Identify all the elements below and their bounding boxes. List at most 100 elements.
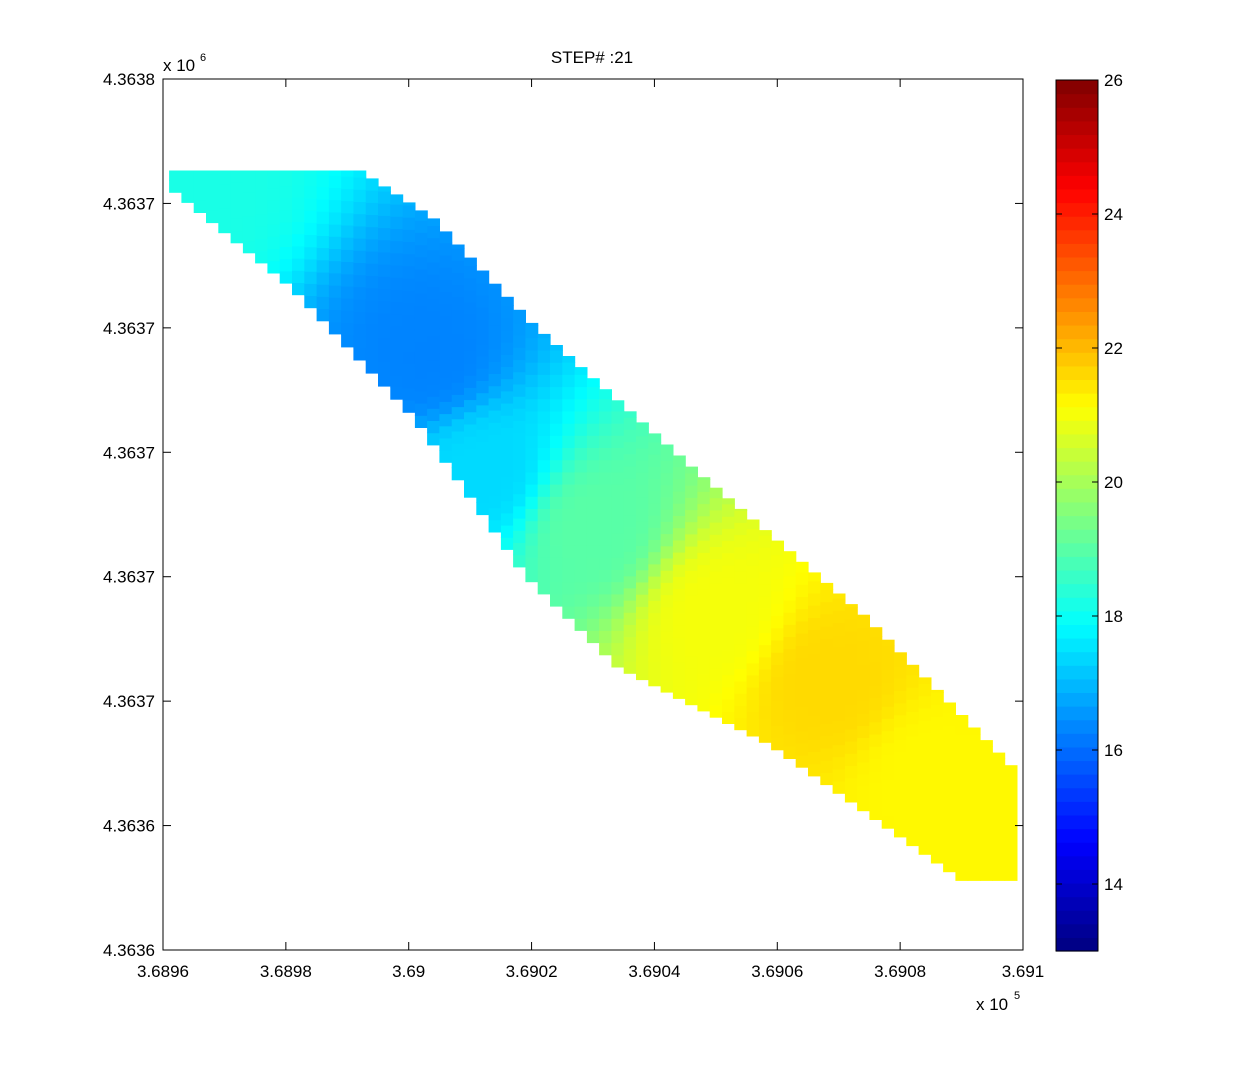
colorbar-tick-label: 22 bbox=[1104, 339, 1123, 358]
heatmap-cell bbox=[230, 181, 244, 195]
x-tick-label: 3.6906 bbox=[751, 962, 803, 981]
heatmap-cell bbox=[488, 507, 502, 521]
heatmap-cell bbox=[783, 563, 797, 577]
heatmap-cell bbox=[414, 317, 428, 331]
heatmap-cell bbox=[574, 545, 588, 558]
heatmap-cell bbox=[476, 429, 490, 442]
heatmap-cell bbox=[795, 754, 809, 768]
colorbar-swatch bbox=[1056, 311, 1098, 326]
heatmap-cell bbox=[709, 656, 723, 669]
heatmap-cell bbox=[783, 624, 797, 637]
heatmap-cell bbox=[586, 557, 600, 570]
heatmap-cell bbox=[316, 211, 330, 224]
heatmap-cell bbox=[353, 201, 367, 215]
heatmap-cell bbox=[832, 744, 846, 758]
heatmap-cell bbox=[758, 681, 772, 694]
heatmap-cell bbox=[930, 789, 944, 803]
heatmap-cell bbox=[980, 843, 993, 857]
colorbar-swatch bbox=[1056, 433, 1098, 449]
heatmap-cell bbox=[341, 188, 354, 202]
heatmap-cell bbox=[488, 458, 502, 472]
heatmap-cell bbox=[758, 693, 772, 707]
heatmap-cell bbox=[623, 563, 637, 577]
heatmap-cell bbox=[537, 410, 551, 424]
heatmap-cell bbox=[586, 545, 600, 558]
heatmap-cell bbox=[722, 613, 735, 627]
heatmap-cell bbox=[697, 479, 711, 492]
x-tick-label: 3.691 bbox=[1002, 962, 1045, 981]
heatmap-cell bbox=[906, 687, 920, 700]
heatmap-cell bbox=[795, 730, 809, 744]
heatmap-cell bbox=[365, 324, 379, 337]
heatmap-cell bbox=[857, 664, 870, 678]
heatmap-cell bbox=[758, 571, 772, 585]
heatmap-cell bbox=[427, 322, 440, 336]
heatmap-cell bbox=[451, 244, 465, 249]
heatmap-cell bbox=[550, 484, 563, 497]
heatmap-cell bbox=[537, 435, 551, 448]
heatmap-cell bbox=[697, 674, 711, 687]
heatmap-cell bbox=[365, 287, 379, 301]
heatmap-cell bbox=[451, 418, 465, 432]
heatmap-cell bbox=[857, 725, 870, 739]
heatmap-cell bbox=[906, 711, 920, 725]
heatmap-cell bbox=[341, 200, 354, 214]
heatmap-cell bbox=[881, 693, 895, 707]
heatmap-cell bbox=[439, 231, 453, 244]
heatmap-cell bbox=[378, 203, 391, 216]
heatmap-cell bbox=[660, 521, 674, 535]
heatmap-cell bbox=[464, 375, 477, 388]
heatmap-cell bbox=[648, 527, 662, 540]
heatmap-cell bbox=[783, 636, 797, 650]
heatmap-cell bbox=[500, 415, 514, 428]
heatmap-cell bbox=[734, 571, 748, 584]
heatmap-cell bbox=[586, 398, 600, 412]
heatmap-cell bbox=[832, 646, 846, 660]
heatmap-cell bbox=[365, 360, 379, 374]
heatmap-cell bbox=[451, 443, 465, 456]
heatmap-cell bbox=[414, 244, 428, 258]
heatmap-cell bbox=[414, 305, 428, 319]
heatmap-cell bbox=[857, 774, 870, 787]
heatmap-cell bbox=[599, 593, 612, 607]
heatmap-cell bbox=[476, 331, 490, 345]
heatmap-cell bbox=[525, 386, 539, 400]
heatmap-cell bbox=[685, 655, 698, 669]
heatmap-cell bbox=[660, 679, 674, 693]
heatmap-cell bbox=[562, 508, 576, 522]
colorbar-tick-label: 18 bbox=[1104, 607, 1123, 626]
heatmap-cell bbox=[353, 177, 367, 190]
heatmap-cell bbox=[451, 333, 465, 347]
heatmap-cell bbox=[316, 174, 330, 188]
heatmap-cell bbox=[636, 581, 649, 595]
heatmap-cell bbox=[722, 564, 735, 578]
heatmap-cell bbox=[869, 734, 883, 747]
heatmap-cell bbox=[537, 569, 551, 583]
heatmap-cell bbox=[746, 565, 760, 578]
heatmap-cell bbox=[795, 561, 809, 573]
heatmap-cell bbox=[525, 337, 539, 351]
heatmap-cell bbox=[832, 634, 846, 648]
colorbar-swatch bbox=[1056, 243, 1098, 258]
heatmap-cell bbox=[402, 278, 416, 291]
heatmap-cell bbox=[562, 356, 576, 363]
colorbar-swatch bbox=[1056, 583, 1098, 598]
heatmap-cell bbox=[992, 807, 1006, 820]
heatmap-cell bbox=[820, 613, 834, 627]
heatmap-cell bbox=[808, 592, 821, 606]
heatmap-cell bbox=[709, 522, 723, 535]
heatmap-cell bbox=[820, 662, 834, 676]
heatmap-cell bbox=[218, 208, 232, 221]
heatmap-cell bbox=[476, 380, 490, 394]
heatmap-cell bbox=[881, 669, 895, 683]
heatmap-cell bbox=[660, 533, 674, 547]
heatmap-cell bbox=[353, 298, 367, 312]
heatmap-cell bbox=[242, 170, 256, 181]
heatmap-cell bbox=[709, 595, 723, 608]
heatmap-cell bbox=[488, 312, 502, 326]
heatmap-cell bbox=[869, 721, 883, 735]
heatmap-cell bbox=[439, 279, 453, 293]
heatmap-cell bbox=[562, 435, 576, 448]
heatmap-cell bbox=[894, 788, 907, 801]
colorbar-swatch bbox=[1056, 855, 1098, 870]
